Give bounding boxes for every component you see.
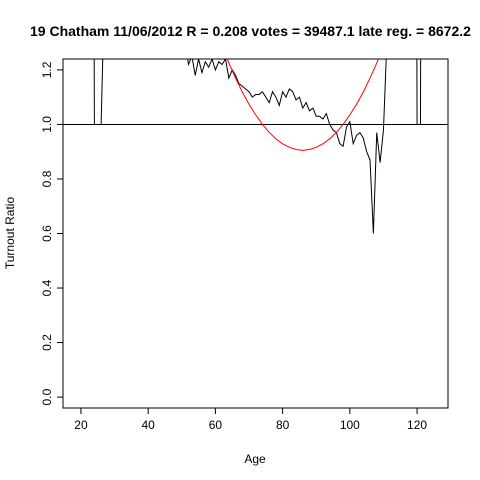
x-tick-label: 40 (141, 418, 155, 432)
x-tick-label: 100 (340, 418, 360, 432)
y-tick-label: 1.2 (40, 61, 54, 78)
x-tick-label: 60 (209, 418, 223, 432)
y-tick-label: 1.0 (40, 116, 54, 133)
x-tick-label: 20 (74, 418, 88, 432)
x-tick-label: 80 (276, 418, 290, 432)
series-line (226, 59, 379, 151)
y-axis-label: Turnout Ratio (3, 197, 17, 270)
plot-area (63, 59, 448, 234)
series-line (93, 59, 422, 234)
chart-title: 19 Chatham 11/06/2012 R = 0.208 votes = … (30, 23, 471, 39)
y-tick-label: 0.2 (40, 334, 54, 351)
x-axis-label: Age (244, 452, 266, 466)
x-tick-label: 120 (407, 418, 427, 432)
y-tick-label: 0.4 (40, 279, 54, 296)
y-tick-label: 0.6 (40, 225, 54, 242)
y-tick-label: 0.8 (40, 170, 54, 187)
y-tick-label: 0.0 (40, 388, 54, 405)
